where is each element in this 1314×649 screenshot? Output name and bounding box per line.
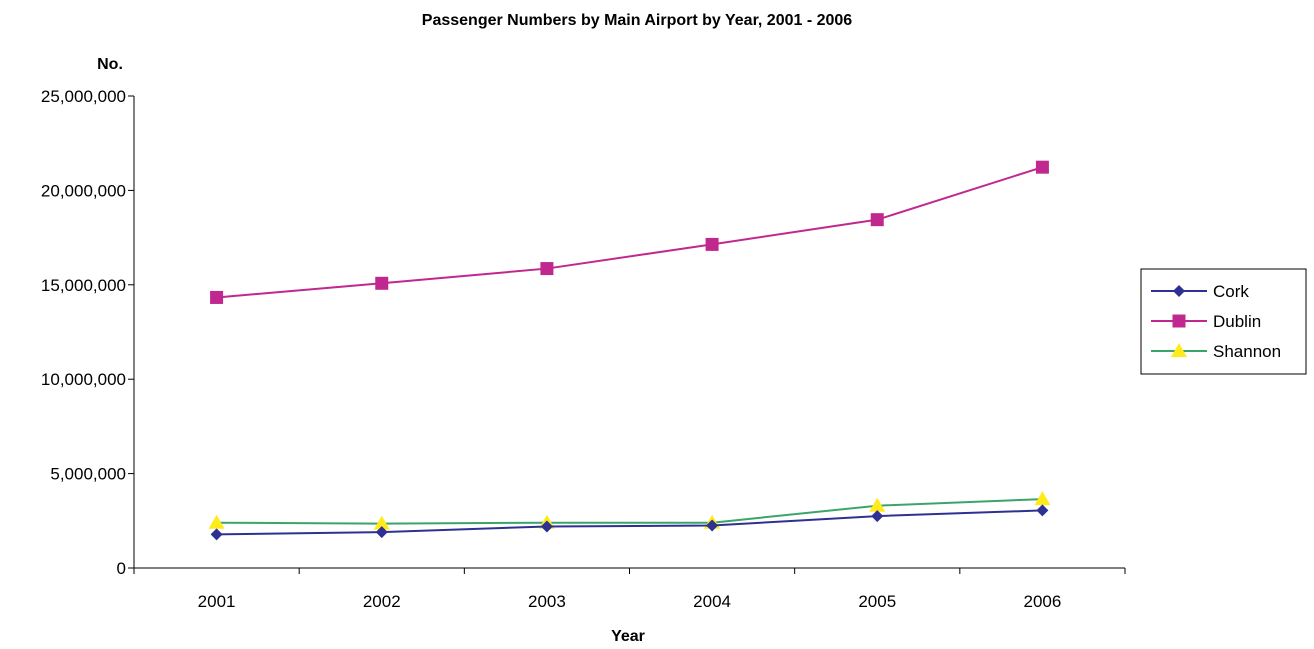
- data-point-dublin: [870, 213, 884, 227]
- data-point-dublin: [375, 276, 389, 290]
- x-tick-label: 2006: [1024, 592, 1062, 611]
- series-layer: [208, 160, 1051, 541]
- legend: Cork Dublin Shannon: [1140, 268, 1307, 375]
- data-point-cork: [1036, 504, 1049, 517]
- legend-swatch-marker: [1171, 343, 1187, 357]
- data-point-shannon: [1034, 491, 1051, 506]
- data-point-cork: [540, 520, 553, 533]
- data-point-cork: [210, 528, 223, 541]
- data-point-dublin: [540, 262, 554, 276]
- x-tick-label: 2003: [528, 592, 566, 611]
- series-line-shannon: [216, 498, 1043, 525]
- data-point-shannon: [208, 514, 225, 529]
- legend-swatch-marker: [1172, 314, 1186, 328]
- legend-swatch-marker: [1173, 285, 1185, 297]
- y-tick-label: 0: [117, 559, 126, 578]
- series-cork: [210, 504, 1049, 541]
- data-point-cork: [706, 519, 719, 532]
- legend-label: Shannon: [1213, 342, 1281, 361]
- x-tick-label: 2004: [693, 592, 731, 611]
- x-tick-label: 2005: [858, 592, 896, 611]
- x-axis-title: Year: [611, 628, 645, 645]
- data-point-dublin: [1035, 160, 1049, 174]
- series-line-dublin: [216, 166, 1043, 299]
- y-tick-label: 15,000,000: [41, 276, 126, 295]
- y-tick-label: 5,000,000: [50, 465, 126, 484]
- y-axis-title: No.: [97, 56, 123, 73]
- legend-label: Cork: [1213, 282, 1249, 301]
- series-line-cork: [216, 509, 1043, 536]
- axes: 0 5,000,000 10,000,000 15,000,000 20,000,000…: [41, 87, 1126, 611]
- x-tick-label: 2001: [198, 592, 236, 611]
- data-point-shannon: [373, 515, 390, 530]
- data-point-shannon: [869, 497, 886, 512]
- data-point-cork: [375, 526, 388, 539]
- data-point-dublin: [210, 290, 224, 304]
- y-tick-label: 25,000,000: [41, 87, 126, 106]
- chart-title: Passenger Numbers by Main Airport by Yea…: [422, 12, 853, 29]
- series-dublin: [210, 160, 1049, 304]
- legend-item-cork: Cork: [1151, 282, 1249, 301]
- legend-label: Dublin: [1213, 312, 1261, 331]
- x-tick-label: 2002: [363, 592, 401, 611]
- legend-item-dublin: Dublin: [1151, 312, 1261, 331]
- data-point-dublin: [705, 237, 719, 251]
- y-tick-label: 20,000,000: [41, 181, 126, 200]
- data-point-cork: [871, 510, 884, 523]
- series-shannon: [208, 491, 1051, 530]
- legend-item-shannon: Shannon: [1151, 342, 1281, 361]
- y-tick-label: 10,000,000: [41, 370, 126, 389]
